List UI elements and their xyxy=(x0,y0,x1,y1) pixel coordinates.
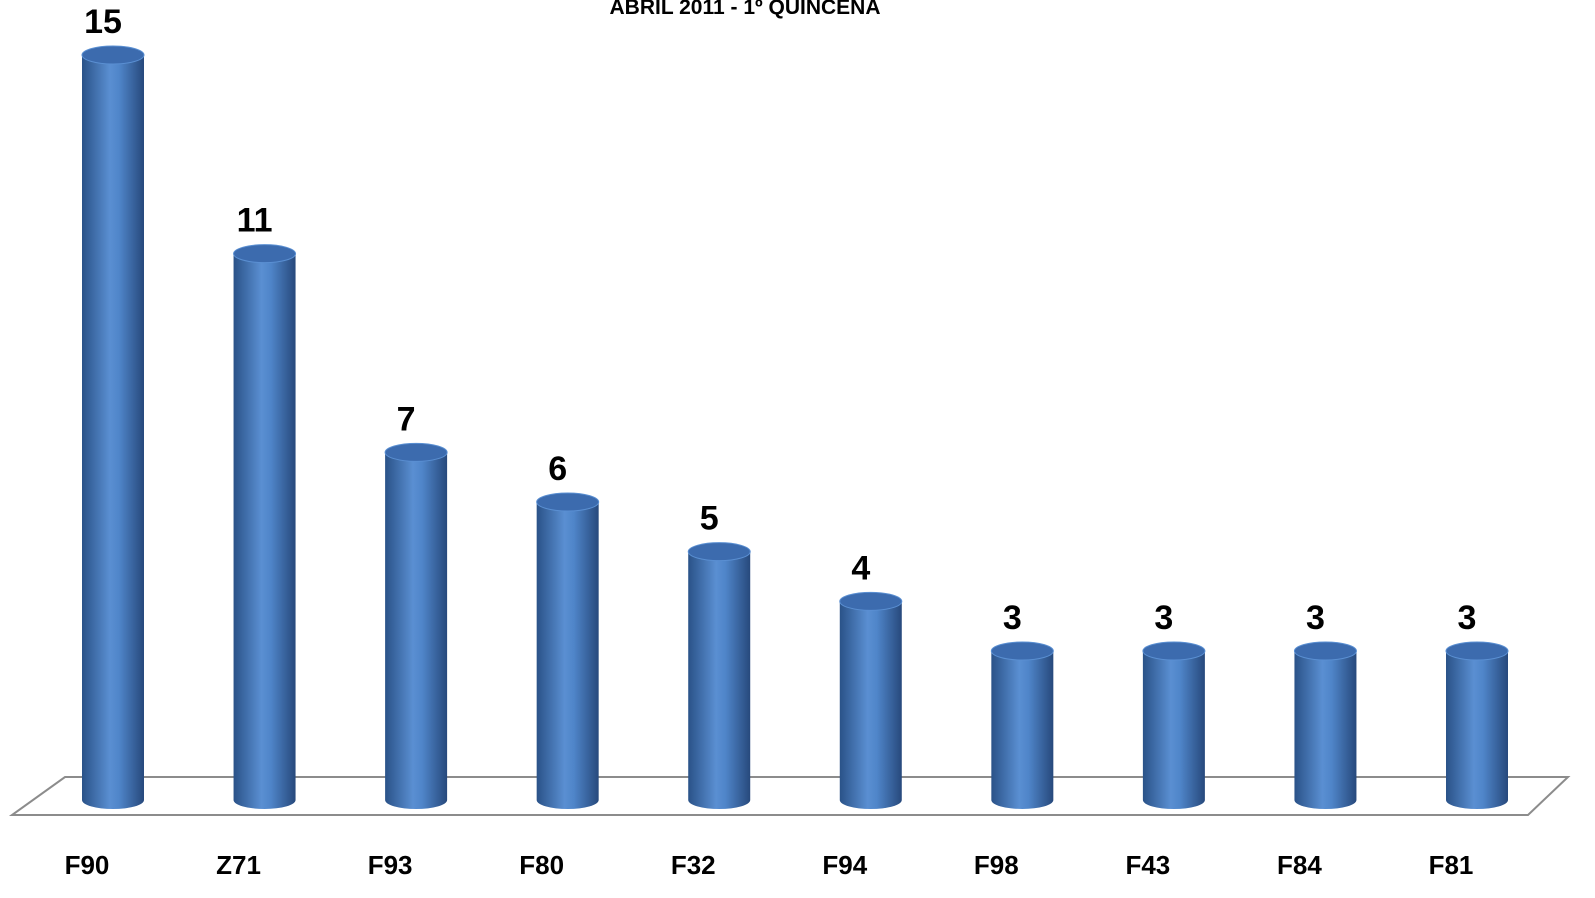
chart-title: ABRIL 2011 - 1º QUINCENA xyxy=(609,0,880,19)
x-tick-label: F93 xyxy=(368,850,413,880)
value-label: 15 xyxy=(84,3,122,41)
value-label: 3 xyxy=(1154,599,1173,637)
x-tick-label: F94 xyxy=(822,850,867,880)
bar xyxy=(688,551,751,810)
bar xyxy=(385,452,448,810)
x-tick-label: F98 xyxy=(974,850,1019,880)
x-tick-label: F43 xyxy=(1125,850,1170,880)
bar xyxy=(839,601,902,810)
bar-top xyxy=(687,542,751,562)
bar-top xyxy=(1293,641,1357,661)
bar xyxy=(1446,651,1508,809)
bar xyxy=(1142,651,1205,810)
bar-top xyxy=(1142,641,1206,661)
bar xyxy=(82,55,144,809)
x-tick-label: F84 xyxy=(1277,850,1322,880)
value-label: 6 xyxy=(548,450,567,488)
bar xyxy=(991,651,1054,809)
x-tick-label: F80 xyxy=(519,850,564,880)
value-label: 4 xyxy=(851,549,870,587)
bar xyxy=(1294,651,1357,810)
bar-top xyxy=(839,591,903,611)
bar-top xyxy=(81,45,145,65)
value-label: 3 xyxy=(1003,599,1022,637)
value-label: 3 xyxy=(1306,599,1325,637)
bar-top xyxy=(1445,641,1509,661)
bar-top xyxy=(536,492,600,512)
x-tick-label: F32 xyxy=(671,850,716,880)
x-tick-label: Z71 xyxy=(216,850,261,880)
value-label: 3 xyxy=(1458,599,1477,637)
value-label: 7 xyxy=(397,400,416,438)
bar xyxy=(536,502,599,810)
floor xyxy=(8,776,1571,816)
x-tick-label: F90 xyxy=(65,850,110,880)
bar xyxy=(233,253,296,809)
bar-top xyxy=(233,244,297,264)
x-tick-label: F81 xyxy=(1429,850,1474,880)
value-label: 5 xyxy=(700,500,719,538)
bar-top xyxy=(990,641,1054,661)
value-label: 11 xyxy=(237,202,273,240)
bar-top xyxy=(384,442,448,462)
